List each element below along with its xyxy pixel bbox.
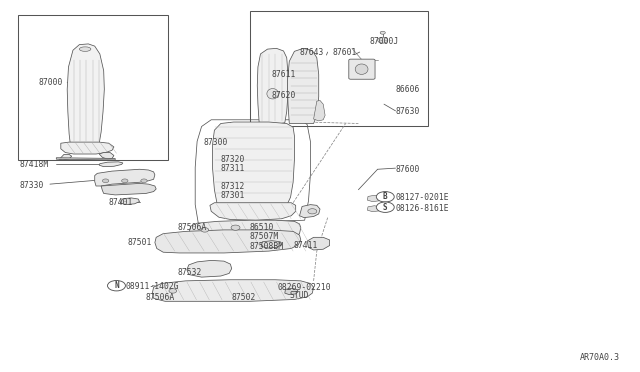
- Text: 87532: 87532: [178, 268, 202, 277]
- Text: 08269-02210: 08269-02210: [278, 283, 332, 292]
- Text: 87418M: 87418M: [19, 160, 49, 169]
- Circle shape: [169, 289, 177, 293]
- FancyBboxPatch shape: [349, 59, 375, 79]
- Polygon shape: [257, 48, 288, 125]
- Bar: [250, 11, 428, 126]
- Text: 87611: 87611: [271, 70, 296, 79]
- Text: 87506A: 87506A: [146, 293, 175, 302]
- Text: 87600: 87600: [396, 165, 420, 174]
- Text: 87311: 87311: [220, 164, 244, 173]
- Text: 08126-8161E: 08126-8161E: [396, 204, 449, 213]
- Text: 87507M: 87507M: [250, 232, 279, 241]
- Circle shape: [201, 228, 209, 232]
- Text: 87643: 87643: [300, 48, 324, 57]
- Text: STUD: STUD: [289, 291, 308, 300]
- Polygon shape: [95, 169, 155, 186]
- Ellipse shape: [79, 47, 91, 51]
- Polygon shape: [152, 280, 314, 301]
- Text: 87312: 87312: [220, 182, 244, 191]
- Text: 87000J: 87000J: [369, 37, 399, 46]
- Polygon shape: [210, 203, 296, 220]
- Polygon shape: [285, 288, 298, 295]
- Text: 87501: 87501: [128, 238, 152, 247]
- Text: 87502: 87502: [232, 293, 256, 302]
- Ellipse shape: [355, 64, 368, 74]
- Text: 87000: 87000: [38, 78, 63, 87]
- Circle shape: [102, 179, 109, 183]
- Polygon shape: [56, 158, 115, 160]
- Polygon shape: [99, 153, 114, 159]
- Polygon shape: [287, 48, 319, 124]
- Text: 87401: 87401: [109, 198, 133, 207]
- Circle shape: [108, 280, 125, 291]
- Circle shape: [378, 37, 388, 43]
- Text: 87630: 87630: [396, 107, 420, 116]
- Text: B: B: [383, 192, 388, 201]
- Polygon shape: [307, 237, 330, 250]
- Polygon shape: [155, 230, 301, 253]
- Circle shape: [376, 202, 394, 212]
- Text: 87411: 87411: [293, 241, 317, 250]
- Text: 08911-1402G: 08911-1402G: [125, 282, 179, 291]
- Text: 87330: 87330: [19, 181, 44, 190]
- Text: 86510: 86510: [250, 223, 274, 232]
- Polygon shape: [67, 44, 104, 146]
- Text: 87508BM: 87508BM: [250, 242, 284, 251]
- Circle shape: [308, 209, 317, 214]
- Polygon shape: [187, 260, 232, 277]
- Circle shape: [376, 192, 394, 202]
- Polygon shape: [367, 195, 381, 202]
- Polygon shape: [367, 206, 381, 212]
- Polygon shape: [120, 198, 140, 205]
- Circle shape: [141, 179, 147, 183]
- Polygon shape: [300, 205, 320, 218]
- Text: 87300: 87300: [204, 138, 228, 147]
- Polygon shape: [101, 183, 156, 195]
- Polygon shape: [59, 154, 72, 160]
- Circle shape: [380, 31, 385, 34]
- Text: 87620: 87620: [271, 92, 296, 100]
- Text: N: N: [114, 281, 119, 290]
- Text: 87320: 87320: [220, 155, 244, 164]
- Text: 87301: 87301: [220, 191, 244, 200]
- Circle shape: [122, 179, 128, 183]
- Polygon shape: [212, 122, 294, 209]
- Text: 08127-0201E: 08127-0201E: [396, 193, 449, 202]
- Text: 87601: 87601: [333, 48, 357, 57]
- Circle shape: [231, 225, 240, 230]
- Polygon shape: [261, 241, 282, 248]
- Text: 86606: 86606: [396, 85, 420, 94]
- Text: 87506A: 87506A: [178, 223, 207, 232]
- Polygon shape: [99, 162, 123, 167]
- Polygon shape: [189, 220, 301, 242]
- Text: S: S: [383, 203, 388, 212]
- Bar: [18, 15, 168, 160]
- Polygon shape: [61, 142, 114, 154]
- Polygon shape: [314, 100, 325, 121]
- Ellipse shape: [267, 89, 278, 99]
- Text: AR70A0.3: AR70A0.3: [580, 353, 620, 362]
